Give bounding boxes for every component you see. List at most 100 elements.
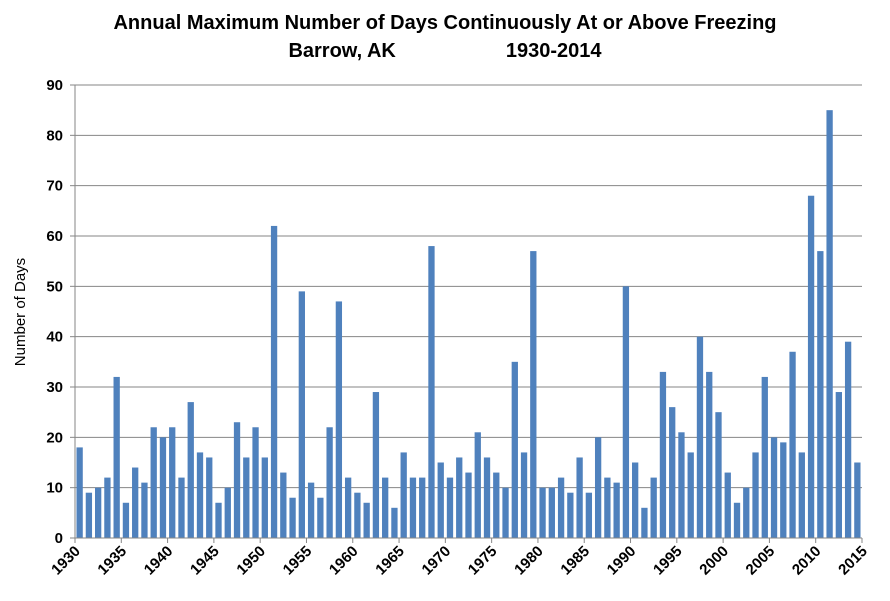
x-tick-label: 2000 xyxy=(696,543,732,579)
bar xyxy=(548,487,555,538)
bar xyxy=(854,462,861,538)
x-tick-label: 1935 xyxy=(95,543,131,579)
bar xyxy=(465,472,472,538)
y-tick-label: 60 xyxy=(46,228,63,245)
y-tick-label: 80 xyxy=(46,127,63,144)
bar xyxy=(446,477,454,538)
bar xyxy=(206,457,213,538)
bars xyxy=(76,110,861,539)
bar xyxy=(706,371,713,538)
subtitle-location: Barrow, AK xyxy=(288,40,396,62)
bar xyxy=(233,422,241,538)
bar xyxy=(696,336,704,538)
bar xyxy=(456,457,463,538)
bar xyxy=(289,497,296,538)
bar xyxy=(252,427,259,538)
bar xyxy=(798,452,805,538)
bar xyxy=(95,487,102,538)
subtitle-period: 1930-2014 xyxy=(505,40,602,62)
y-tick-label: 20 xyxy=(46,429,63,446)
y-tick-label: 40 xyxy=(46,329,63,346)
bar xyxy=(567,492,574,538)
bar xyxy=(317,497,324,538)
bar xyxy=(326,427,333,538)
bar xyxy=(382,477,389,538)
bar xyxy=(632,462,639,538)
bar xyxy=(530,251,537,538)
gridlines xyxy=(75,84,862,489)
bar xyxy=(335,301,343,538)
chart-title: Annual Maximum Number of Days Continuous… xyxy=(113,12,777,34)
bar xyxy=(752,452,759,538)
bar xyxy=(354,492,361,538)
x-tick-label: 1990 xyxy=(604,543,640,579)
bar xyxy=(76,447,83,538)
chart-subtitle: Barrow, AK 1930-2014 xyxy=(0,38,890,64)
x-tick-label: 1975 xyxy=(465,543,501,579)
bar xyxy=(122,502,130,538)
bar xyxy=(437,462,444,538)
x-tick-label: 1945 xyxy=(187,543,223,579)
x-tick-label: 1980 xyxy=(511,543,547,579)
bar xyxy=(363,502,370,538)
y-tick-label: 30 xyxy=(46,379,63,396)
bar xyxy=(669,407,676,538)
x-tick-label: 2010 xyxy=(789,543,825,579)
bar xyxy=(789,351,796,538)
y-tick-label: 70 xyxy=(46,178,63,195)
y-tick-labels: 0 10 20 30 40 50 60 70 80 90 xyxy=(46,77,63,547)
y-axis-label: Number of Days xyxy=(12,258,29,366)
bar xyxy=(178,477,185,538)
bar xyxy=(104,477,111,538)
x-tick-label: 1965 xyxy=(372,543,408,579)
bar xyxy=(409,477,417,538)
bar xyxy=(169,427,176,538)
bar xyxy=(604,477,611,538)
bar xyxy=(678,432,685,538)
bar xyxy=(298,291,305,538)
bar xyxy=(733,502,741,538)
bar xyxy=(372,392,380,538)
bar xyxy=(150,427,157,538)
bar xyxy=(511,361,518,538)
bar xyxy=(474,432,481,538)
bar xyxy=(576,457,583,538)
bar xyxy=(687,452,694,538)
bar xyxy=(344,477,352,538)
axes xyxy=(70,84,863,543)
y-tick-label: 50 xyxy=(46,278,63,295)
bar xyxy=(391,507,398,538)
bar xyxy=(826,110,833,539)
y-tick-label: 0 xyxy=(55,530,63,547)
bar xyxy=(835,392,842,538)
bar xyxy=(493,472,500,538)
bar xyxy=(770,437,778,538)
bar xyxy=(807,195,815,539)
bar xyxy=(428,246,435,538)
x-tick-label: 1950 xyxy=(233,543,269,579)
y-tick-label: 10 xyxy=(46,480,63,497)
bar xyxy=(483,457,491,538)
bar xyxy=(622,286,630,538)
bar xyxy=(557,477,565,538)
bar xyxy=(400,452,407,538)
bar xyxy=(594,437,602,538)
bar xyxy=(641,507,648,538)
x-tick-label: 2005 xyxy=(743,543,779,579)
x-tick-label: 1955 xyxy=(280,543,316,579)
bar xyxy=(613,482,620,538)
bar xyxy=(307,482,315,538)
bar xyxy=(159,437,167,538)
bar xyxy=(243,457,250,538)
bar xyxy=(224,487,231,538)
x-tick-labels: 1930 1935 1940 1945 1950 1955 1960 1965 1970 1975… xyxy=(48,543,871,579)
x-tick-label: 1960 xyxy=(326,543,362,579)
x-tick-label: 1985 xyxy=(557,543,593,579)
bar xyxy=(113,376,120,538)
bar xyxy=(539,487,546,538)
bar xyxy=(743,487,750,538)
bar xyxy=(187,402,194,538)
bar xyxy=(715,412,722,538)
bar xyxy=(196,452,204,538)
